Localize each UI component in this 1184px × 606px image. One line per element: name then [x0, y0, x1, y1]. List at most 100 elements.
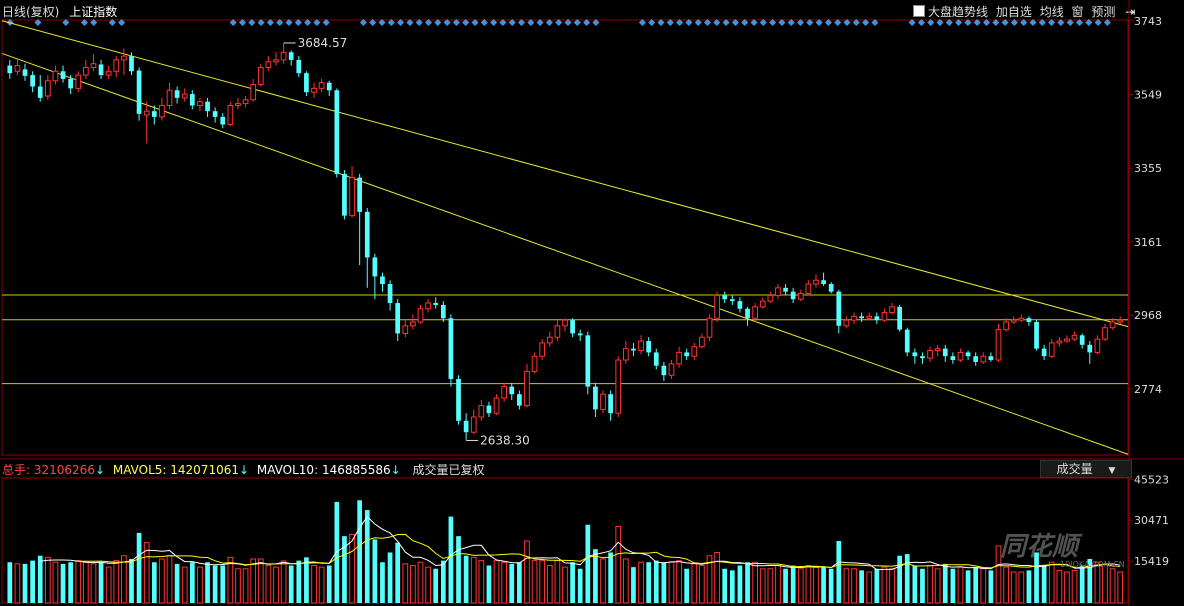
candle-body	[82, 66, 89, 76]
toolbar-window[interactable]: 窗	[1071, 5, 1084, 19]
event-marker-icon	[750, 18, 758, 27]
event-marker-icon	[769, 18, 777, 27]
volume-bar	[257, 558, 264, 604]
volume-bar	[973, 567, 979, 603]
candle-body	[767, 294, 774, 302]
event-marker-icon	[471, 18, 479, 27]
price-panel-frame	[1, 19, 1129, 456]
volume-bar	[212, 565, 218, 603]
event-marker-icon	[564, 18, 572, 27]
volume-bar	[676, 560, 682, 604]
candle-body	[920, 356, 925, 359]
candle-body	[1071, 334, 1078, 340]
volume-bar	[318, 566, 325, 604]
candle-body	[151, 111, 157, 117]
volume-bar	[995, 545, 1002, 604]
volume-bar	[60, 563, 66, 603]
vol-legend-total-name: 总手	[2, 463, 27, 477]
candle-body	[311, 87, 317, 93]
index-name[interactable]: 上证指数	[69, 5, 118, 19]
volume-bar	[304, 557, 309, 603]
candle-body	[1102, 327, 1108, 340]
candle-body	[722, 295, 728, 300]
candle-body	[304, 73, 309, 93]
event-marker-icon	[815, 18, 823, 27]
volume-bar	[44, 556, 51, 604]
volume-bar	[1117, 571, 1124, 604]
candle-body	[52, 70, 59, 82]
trend-checkbox[interactable]	[913, 5, 925, 17]
volume-bar	[349, 534, 355, 604]
volume-bar	[836, 541, 842, 603]
volume-bar	[1056, 569, 1063, 604]
candle-body	[691, 346, 698, 357]
candle-body	[372, 257, 378, 277]
candle-body	[874, 316, 880, 321]
candle-body	[699, 336, 705, 348]
candle-body	[136, 70, 142, 114]
volume-bar	[585, 524, 591, 603]
candle-body	[37, 86, 43, 98]
volume-bar	[1026, 570, 1032, 603]
period-label[interactable]: 日线(复权)	[2, 5, 60, 19]
volume-bar	[1094, 561, 1101, 604]
volume-bar	[699, 565, 705, 604]
volume-bar	[881, 566, 888, 604]
indicator-selector[interactable]: 成交量 ▼	[1040, 460, 1132, 478]
event-marker-icon	[545, 18, 553, 27]
vol-legend-total: 32106266	[33, 463, 95, 477]
volume-bar	[1018, 571, 1025, 604]
toolbar-ma[interactable]: 均线	[1039, 5, 1064, 19]
candle-body	[22, 69, 28, 76]
toolbar-trend[interactable]: 大盘趋势线	[928, 5, 989, 19]
candle-body	[570, 320, 575, 334]
candle-body	[159, 104, 165, 118]
candle-body	[1094, 338, 1101, 353]
event-marker-icon	[248, 18, 256, 27]
volume-bar	[242, 568, 249, 604]
candle-body	[836, 291, 842, 326]
event-marker-icon	[229, 18, 237, 27]
toolbar-add[interactable]: 加自选	[995, 5, 1032, 19]
volume-bar	[1034, 552, 1039, 603]
candle-body	[410, 321, 416, 327]
event-marker-icon	[917, 18, 925, 27]
candle-body	[797, 293, 804, 300]
candle-body	[608, 394, 613, 414]
event-marker-icon	[304, 18, 312, 27]
volume-bar	[372, 539, 378, 603]
event-marker-icon	[508, 18, 516, 27]
volume-bar	[273, 566, 279, 604]
candle-body	[531, 355, 538, 372]
candle-body	[646, 341, 652, 353]
event-marker-icon	[1010, 18, 1018, 27]
volume-bar	[661, 562, 667, 603]
candle-body	[759, 300, 766, 308]
candle-body	[1026, 318, 1032, 323]
volume-bar	[843, 568, 850, 604]
candle-body	[1079, 335, 1085, 345]
volume-bar	[668, 561, 675, 604]
candle-body	[364, 211, 370, 258]
event-marker-icon	[657, 18, 665, 27]
volume-bar	[113, 560, 120, 604]
exit-icon[interactable]: ⇥	[1125, 5, 1136, 19]
candle-body	[729, 299, 735, 302]
event-marker-icon	[852, 18, 860, 27]
candle-body	[456, 379, 461, 421]
event-marker-icon	[676, 18, 684, 27]
volume-bar	[828, 568, 834, 603]
vol-y-tick-label: 45523	[1134, 473, 1169, 486]
volume-bar	[920, 568, 925, 603]
event-marker-icon	[945, 18, 953, 27]
volume-bar	[342, 536, 347, 603]
y-tick-label: 3355	[1134, 162, 1162, 175]
volume-bar	[1087, 558, 1093, 603]
event-marker-icon	[685, 18, 693, 27]
volume-bar	[417, 561, 424, 604]
volume-bar	[235, 568, 241, 604]
candle-body	[539, 342, 546, 357]
event-marker-icon	[480, 18, 488, 27]
toolbar-predict[interactable]: 预测	[1091, 5, 1116, 19]
volume-bar	[554, 560, 561, 604]
